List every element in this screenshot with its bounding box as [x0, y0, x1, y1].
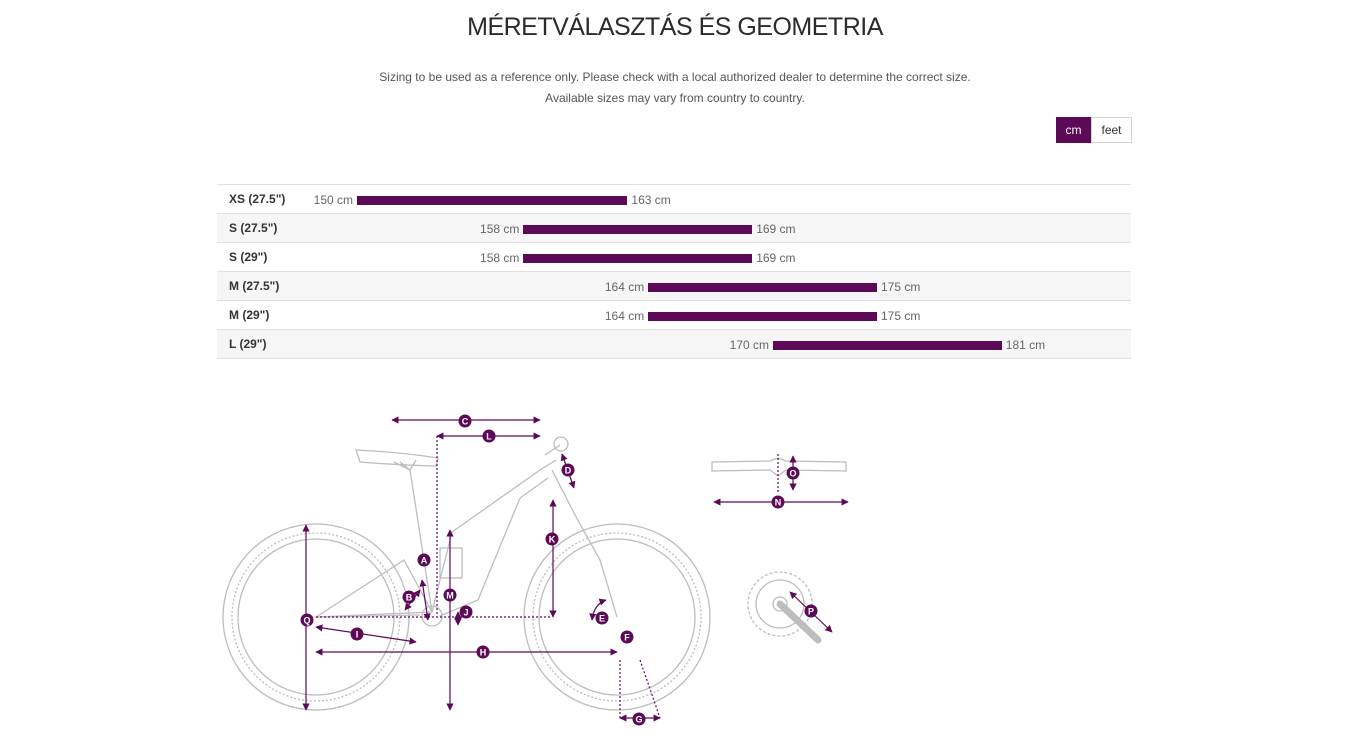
geometry-marker-l: [482, 429, 496, 443]
height-range-bar: [523, 225, 753, 234]
handlebar-end: [553, 436, 569, 452]
geometry-label-e: E: [599, 614, 605, 624]
size-row: S (27.5") 158 cm 169 cm: [217, 214, 1131, 243]
geometry-label-k: K: [549, 535, 556, 545]
geometry-marker-b: [402, 590, 416, 604]
geometry-marker-i: [350, 627, 364, 641]
geometry-label-b: B: [406, 593, 413, 603]
size-row: XS (27.5") 150 cm 163 cm: [217, 185, 1131, 214]
range-max: 181 cm: [1005, 338, 1046, 352]
height-range-bar: [773, 341, 1002, 350]
range-max: 175 cm: [881, 309, 921, 323]
range-max: 169 cm: [756, 222, 796, 236]
geometry-marker-e: [595, 611, 609, 625]
measurement-lines: [302, 416, 849, 722]
geometry-marker-q: [300, 613, 314, 627]
stem: [544, 444, 561, 456]
geometry-label-n: N: [775, 498, 782, 508]
size-label: XS (27.5"): [229, 192, 286, 206]
geometry-label-f: F: [624, 633, 630, 643]
size-label: L (29"): [229, 337, 267, 351]
size-label: M (27.5"): [229, 279, 280, 293]
geometry-label-g: G: [635, 715, 642, 725]
geometry-label-i: I: [356, 630, 359, 640]
size-label: S (27.5"): [229, 221, 278, 235]
geometry-marker-h: [476, 645, 490, 659]
size-row: M (27.5") 164 cm 175 cm: [217, 272, 1131, 301]
bike-drawing: [222, 436, 847, 711]
geometry-marker-a: [417, 553, 431, 567]
height-range-bar: [357, 196, 628, 205]
geometry-label-d: D: [565, 466, 572, 476]
geometry-marker-f: [620, 630, 634, 644]
geometry-marker-m: [443, 588, 457, 602]
range-max: 175 cm: [881, 280, 921, 294]
geometry-marker-d: [561, 463, 575, 477]
size-row: L (29") 170 cm 181 cm: [217, 330, 1131, 359]
geometry-marker-n: [771, 495, 785, 509]
range-min: 164 cm: [604, 309, 645, 323]
geometry-label-a: A: [421, 556, 428, 566]
down-tube: [439, 477, 549, 617]
unit-cm-button[interactable]: cm: [1056, 117, 1091, 143]
availability-note: Available sizes may vary from country to…: [545, 91, 805, 105]
rear-shock: [439, 547, 463, 579]
geometry-label-j: J: [463, 608, 468, 618]
size-label: S (29"): [229, 250, 268, 264]
front-tire-tread: [532, 532, 702, 702]
handlebar-detail: [711, 457, 847, 477]
fork: [551, 469, 618, 618]
geometry-label-q: Q: [303, 616, 310, 626]
size-table: XS (27.5") 150 cm 163 cm S (27.5") 158 c…: [217, 184, 1131, 359]
range-min: 164 cm: [604, 280, 645, 294]
rear-triangle: [313, 559, 434, 618]
geometry-markers: A B C D E F G H I J K L M N O P Q: [300, 414, 818, 726]
range-min: 158 cm: [480, 222, 520, 236]
sizing-note: Sizing to be used as a reference only. P…: [379, 70, 971, 84]
height-range-bar: [523, 254, 753, 263]
size-label: M (29"): [229, 308, 270, 322]
range-min: 158 cm: [480, 251, 520, 265]
front-rim: [538, 538, 696, 696]
unit-toggle: cm feet: [1056, 117, 1132, 143]
geometry-label-h: H: [480, 648, 487, 658]
unit-feet-button[interactable]: feet: [1091, 117, 1132, 143]
geometry-marker-o: [786, 466, 800, 480]
height-range-bar: [648, 312, 877, 321]
range-min: 170 cm: [729, 338, 769, 352]
geometry-label-m: M: [446, 591, 454, 601]
geometry-label-l: L: [486, 432, 492, 442]
range-max: 169 cm: [756, 251, 796, 265]
top-tube: [431, 459, 557, 613]
chainring-spindle: [772, 596, 788, 612]
range-min: 150 cm: [313, 193, 353, 207]
geometry-label-c: C: [462, 417, 469, 427]
page-title: MÉRETVÁLASZTÁS ÉS GEOMETRIA: [467, 13, 883, 41]
geometry-marker-c: [458, 414, 472, 428]
geometry-marker-g: [632, 712, 646, 726]
geometry-marker-p: [804, 604, 818, 618]
range-max: 163 cm: [631, 193, 671, 207]
geometry-marker-j: [459, 605, 473, 619]
geometry-label-o: O: [789, 469, 796, 479]
geometry-label-p: P: [808, 607, 814, 617]
height-range-bar: [648, 283, 877, 292]
size-row: M (29") 164 cm 175 cm: [217, 301, 1131, 330]
geometry-marker-k: [545, 532, 559, 546]
size-row: S (29") 158 cm 169 cm: [217, 243, 1131, 272]
